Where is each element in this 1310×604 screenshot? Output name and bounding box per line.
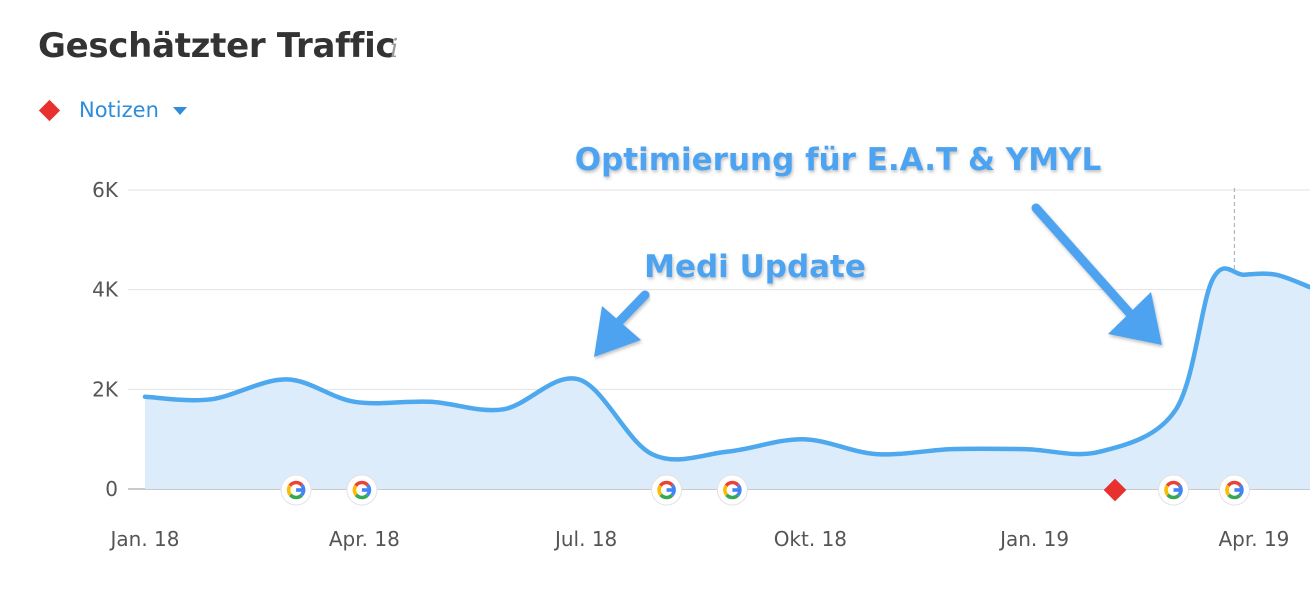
chevron-down-icon: [172, 107, 187, 115]
y-tick-label: 4K: [92, 278, 119, 302]
info-icon[interactable]: i: [390, 34, 399, 64]
x-tick-label: Jul. 18: [553, 527, 617, 551]
x-tick-label: Okt. 18: [774, 527, 847, 551]
google-update-icon[interactable]: [1158, 474, 1190, 506]
x-tick-label: Apr. 18: [329, 527, 400, 551]
event-markers: [280, 474, 1250, 506]
notes-label: Notizen: [79, 98, 159, 122]
google-update-icon[interactable]: [651, 474, 683, 506]
traffic-line: [142, 266, 1310, 462]
google-update-icon[interactable]: [716, 474, 748, 506]
notes-dropdown[interactable]: Notizen: [38, 98, 187, 122]
y-tick-label: 2K: [92, 377, 119, 401]
y-axis: 0 2K 4K 6K: [92, 178, 119, 501]
annotation-eat-ymyl: Optimierung für E.A.T & YMYL: [575, 142, 1102, 178]
x-axis: Jan. 18 Apr. 18 Jul. 18 Okt. 18 Jan. 19 Apr. …: [109, 527, 1290, 551]
y-tick-label: 6K: [92, 178, 119, 202]
x-tick-label: Jan. 18: [109, 527, 180, 551]
google-update-icon[interactable]: [280, 474, 312, 506]
x-tick-label: Jan. 19: [998, 527, 1069, 551]
annotation-medi-update: Medi Update: [644, 249, 866, 285]
chart-title: Geschätzter Traffic: [38, 26, 396, 66]
traffic-area: [145, 268, 1310, 489]
x-tick-label: Apr. 19: [1218, 527, 1289, 551]
google-update-icon[interactable]: [1218, 474, 1250, 506]
google-update-icon[interactable]: [346, 474, 378, 506]
note-marker[interactable]: [1103, 478, 1127, 502]
y-tick-label: 0: [105, 477, 118, 501]
annotation-arrow-medi: [594, 290, 650, 357]
annotation-arrow-eat: [1031, 203, 1162, 345]
